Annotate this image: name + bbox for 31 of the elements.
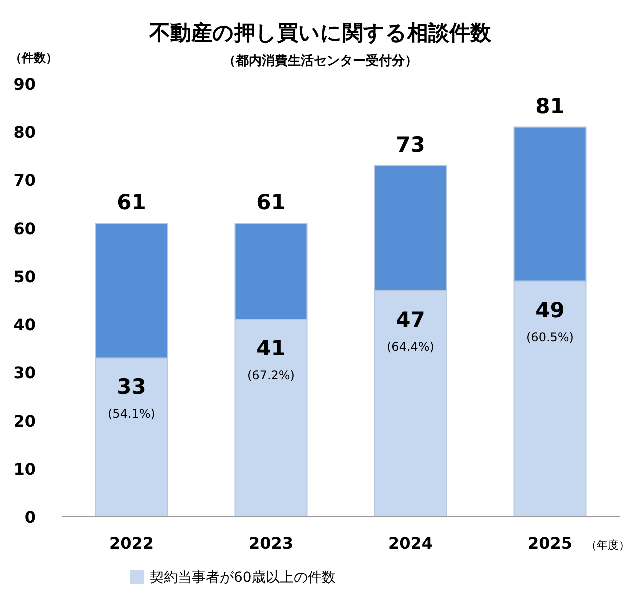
y-tick-label: 60 [14, 219, 36, 238]
y-axis-title: （件数） [10, 51, 58, 65]
y-tick-label: 80 [14, 123, 36, 142]
y-tick-label: 90 [14, 75, 36, 94]
annotation: (60.5%) [526, 330, 574, 344]
total-label: 61 [117, 190, 146, 215]
y-tick-label: 40 [14, 316, 36, 335]
annotation: (54.1%) [108, 407, 156, 422]
chart-subtitle: （都内消費生活センター受付分） [223, 53, 418, 69]
total-label: 61 [256, 190, 286, 215]
y-tick-label: 20 [14, 412, 36, 431]
legend-label: 契約当事者が60歳以上の件数 [150, 570, 336, 586]
x-tick-label: 2022 [109, 534, 154, 553]
y-tick-label: 70 [14, 171, 36, 190]
annotation: (64.4%) [387, 340, 434, 354]
x-axis-title: （年度） [586, 539, 630, 552]
data-label: 49 [536, 298, 565, 322]
chart-title: 不動産の押し買いに関する相談件数 [148, 21, 492, 45]
total-label: 73 [396, 132, 426, 157]
x-tick-label: 2025 [528, 534, 573, 553]
annotation: (67.2%) [248, 368, 295, 383]
y-tick-label: 0 [24, 508, 36, 527]
y-tick-label: 30 [14, 364, 36, 383]
total-label: 81 [536, 94, 565, 118]
x-tick-label: 2024 [388, 534, 434, 553]
y-tick-label: 10 [14, 460, 36, 479]
data-label: 41 [256, 336, 286, 361]
data-label: 47 [396, 308, 426, 332]
x-tick-label: 2023 [248, 534, 294, 553]
y-tick-label: 50 [14, 267, 36, 286]
data-label: 33 [117, 375, 146, 400]
